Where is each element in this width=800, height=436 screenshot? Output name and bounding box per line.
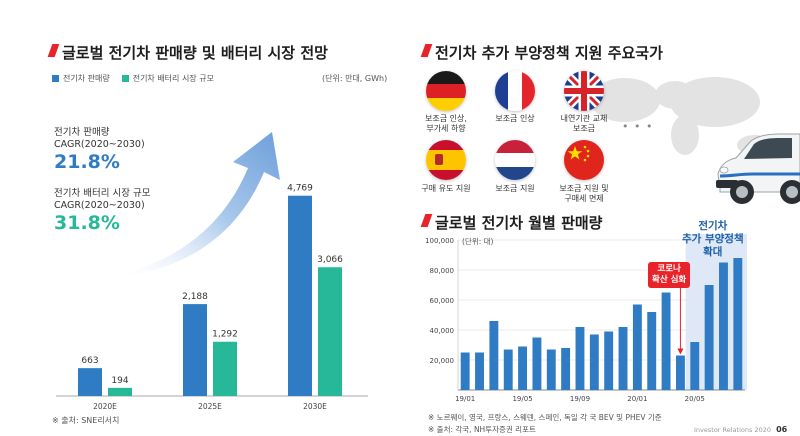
annual-bar-2030E-1: [318, 267, 342, 396]
monthly-bar-19/03: [489, 321, 499, 390]
monthly-y-tick-label: 60,000: [430, 297, 455, 305]
netherlands-label: 보조금 지원: [495, 184, 535, 193]
monthly-x-tick-label: 19/09: [570, 395, 590, 403]
monthly-y-tick-label: 100,000: [425, 237, 454, 245]
annual-bar-2030E-0: [288, 195, 312, 396]
annual-tick-label-2020E: 2020E: [93, 402, 117, 411]
right-section-title: 전기차 추가 부양정책 지원 주요국가: [435, 44, 663, 62]
left-source-note: ※ 출처: SNE리서치: [52, 416, 120, 425]
monthly-bar-20/07: [719, 262, 728, 390]
monthly-section-title: 글로벌 전기차 월별 판매량: [435, 214, 603, 232]
spain-flag-icon: [426, 140, 466, 180]
cagr-battery-label: 전기차 배터리 시장 규모: [54, 188, 151, 199]
monthly-bar-20/03: [661, 292, 671, 390]
uk-label: 내연기관 교체 보조금: [560, 114, 608, 133]
legend-battery-label: 전기차 배터리 시장 규모: [132, 74, 214, 83]
annual-tick-label-2025E: 2025E: [198, 402, 222, 411]
monthly-bar-20/06: [704, 285, 714, 390]
annual-bar-chart: 663 194 2020E 2,188 1,292 2025E 4,769 3,066 2030…: [56, 184, 368, 411]
monthly-y-tick-label: 80,000: [430, 267, 455, 275]
annual-value-label-2020E-0: 663: [81, 356, 98, 366]
cagr-battery-period: CAGR(2020~2030): [54, 200, 145, 211]
china-flag-icon: [564, 140, 604, 180]
policy-callout: 전기차 추가 부양정책 확대: [682, 220, 744, 258]
monthly-title-marker: [420, 214, 433, 227]
annual-value-label-2030E-1: 3,066: [317, 255, 343, 265]
germany-label: 보조금 인상, 부가세 하향: [425, 114, 467, 133]
cagr-sales-block: 전기차 판매량 CAGR(2020~2030) 21.8%: [54, 127, 145, 173]
monthly-bar-19/11: [604, 331, 614, 390]
monthly-note-2: ※ 출처: 각국, NH투자증권 리포트: [428, 425, 536, 434]
monthly-bar-19/07: [546, 349, 556, 390]
germany-flag-icon: [426, 71, 466, 111]
uk-flag-icon: [564, 71, 604, 111]
monthly-bar-19/01: [460, 352, 470, 390]
legend-battery-swatch: [121, 75, 129, 82]
monthly-x-tick-label: 20/05: [685, 395, 705, 403]
spain-label: 구매 유도 지원: [421, 184, 471, 193]
monthly-bar-chart: 100,000 80,000 60,000 40,000 20,000 19/01 19/0…: [425, 234, 747, 403]
more-countries-icon: • • •: [622, 120, 654, 133]
annual-value-label-2025E-0: 2,188: [182, 292, 208, 302]
monthly-bar-19/05: [518, 346, 528, 390]
monthly-x-tick-label: 20/01: [627, 395, 647, 403]
annual-value-label-2020E-1: 194: [111, 376, 128, 386]
left-section-title: 글로벌 전기차 판매량 및 배터리 시장 전망: [62, 44, 328, 62]
monthly-bar-20/05: [690, 342, 700, 390]
footer-label: Investor Relations 2020 06: [694, 425, 787, 434]
legend-sales-swatch: [52, 75, 59, 82]
monthly-bar-19/06: [532, 337, 542, 390]
left-legend: 전기차 판매량 전기차 배터리 시장 규모: [52, 73, 214, 84]
cagr-sales-period: CAGR(2020~2030): [54, 139, 145, 150]
france-flag-icon: [495, 71, 535, 111]
growth-arrow-icon: [105, 132, 280, 278]
annual-bar-2025E-1: [213, 341, 237, 396]
monthly-y-tick-label: 40,000: [430, 327, 455, 335]
france-label: 보조금 인상: [495, 114, 535, 123]
monthly-x-tick-label: 19/01: [455, 395, 475, 403]
monthly-y-tick-label: 20,000: [430, 357, 455, 365]
annual-bar-2025E-0: [183, 304, 207, 396]
cagr-battery-value: 31.8%: [54, 212, 120, 234]
monthly-bar-19/10: [589, 334, 599, 390]
annual-value-label-2025E-1: 1,292: [212, 330, 238, 340]
page-number: 06: [776, 425, 788, 434]
monthly-bar-19/12: [618, 327, 628, 390]
legend-sales-label: 전기차 판매량: [63, 74, 110, 83]
covid-arrowhead-icon: [677, 348, 684, 355]
monthly-bar-20/01: [632, 304, 642, 390]
annual-bar-2020E-1: [108, 387, 132, 396]
cagr-sales-value: 21.8%: [54, 151, 120, 173]
monthly-bar-20/04: [675, 355, 685, 390]
world-map-background: [590, 77, 773, 155]
annual-bar-2020E-0: [78, 368, 102, 396]
monthly-bar-20/08: [733, 258, 743, 390]
monthly-note-1: ※ 노르웨이, 영국, 프랑스, 스웨덴, 스페인, 독일 각 국 BEV 및 …: [428, 413, 662, 422]
cagr-sales-label: 전기차 판매량: [54, 127, 110, 138]
left-title-marker: [47, 44, 60, 57]
covid-callout: 코로나 확산 심화: [648, 262, 691, 288]
monthly-bar-19/04: [503, 349, 513, 390]
footer-text: Investor Relations 2020: [694, 426, 771, 434]
monthly-bar-19/02: [475, 352, 484, 390]
annual-tick-label-2030E: 2030E: [303, 402, 327, 411]
monthly-x-tick-label: 19/05: [512, 395, 532, 403]
cagr-battery-block: 전기차 배터리 시장 규모 CAGR(2020~2030) 31.8%: [54, 188, 150, 234]
electric-car-image: [716, 133, 800, 204]
monthly-bar-19/09: [575, 327, 585, 390]
monthly-unit: (단위: 대): [462, 237, 494, 246]
netherlands-flag-icon: [495, 140, 535, 180]
monthly-bar-20/02: [647, 312, 657, 390]
china-label: 보조금 지원 및 구매세 면제: [559, 184, 609, 203]
annual-value-label-2030E-0: 4,769: [287, 184, 313, 194]
left-unit: (단위: 만대, GWh): [322, 74, 388, 83]
right-title-marker: [420, 44, 433, 57]
monthly-bar-19/08: [561, 348, 571, 390]
